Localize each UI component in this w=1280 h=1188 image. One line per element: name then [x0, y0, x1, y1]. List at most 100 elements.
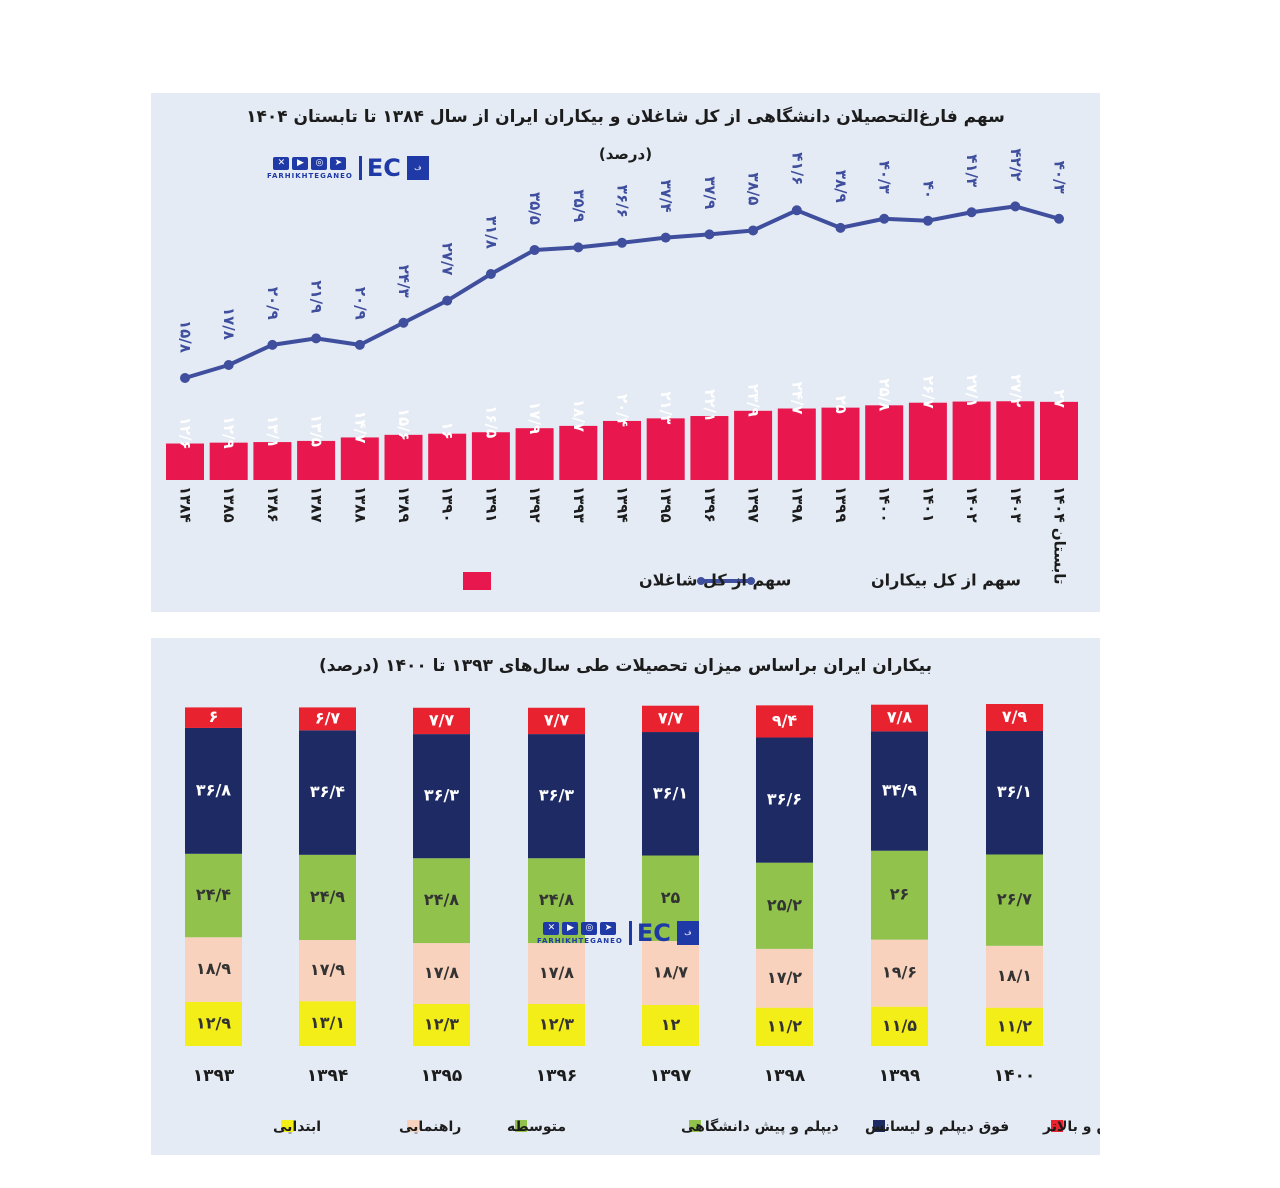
stack-segment: [871, 939, 928, 1007]
bar-employed: [646, 418, 685, 480]
line-point: [1054, 213, 1064, 224]
bar-label: ۲۳/۹: [745, 384, 763, 417]
category-label: ۱۳۸۸: [351, 486, 369, 523]
bar-label: ۲۱/۳: [657, 391, 675, 424]
segment-label: ۲۶: [890, 885, 910, 904]
segment-label: ۱۷/۲: [767, 968, 802, 987]
bar-employed: [471, 432, 510, 480]
segment-label: ۳۶/۴: [310, 782, 345, 801]
segment-label: ۱۷/۹: [310, 960, 345, 979]
x-icon[interactable]: ✕: [273, 156, 290, 170]
stack-segment: [642, 1004, 699, 1046]
instagram-icon[interactable]: ◎: [581, 921, 598, 935]
category-label: ۱۳۹۸: [764, 1066, 806, 1086]
line-label: ۳۷/۹: [701, 176, 719, 209]
stack-segment: [986, 1007, 1043, 1046]
stack-segment: [528, 943, 585, 1004]
telegram-icon[interactable]: ➤: [600, 921, 617, 935]
segment-label: ۳۶/۶: [767, 790, 802, 809]
stack-segment: [185, 727, 242, 854]
line-point: [267, 339, 278, 350]
segment-label: ۷/۸: [887, 708, 913, 727]
category-label: ۱۳۹۲: [526, 486, 544, 523]
bar-employed: [996, 401, 1035, 480]
legend-swatch: [515, 1120, 527, 1132]
segment-label: ۷/۹: [1002, 707, 1028, 726]
stack-segment: [413, 734, 470, 859]
segment-label: ۷/۷: [429, 710, 455, 729]
segment-label: ۱۲: [661, 1015, 681, 1034]
category-label: ۱۳۸۷: [308, 486, 326, 523]
stack-segment: [413, 1003, 470, 1046]
segment-label: ۳۶/۳: [424, 786, 459, 805]
instagram-icon[interactable]: ◎: [311, 156, 328, 170]
line-point: [311, 333, 322, 344]
youtube-icon[interactable]: ▶: [562, 921, 579, 935]
bar-label: ۱۳/۵: [308, 414, 326, 447]
legend-swatch: [407, 1120, 419, 1132]
bar-label: ۱۴/۷: [351, 410, 369, 443]
bar-label: ۲۷/۱: [963, 375, 981, 408]
line-point: [223, 360, 234, 370]
bar-label: ۲۶/۷: [919, 376, 937, 409]
stack-segment: [986, 731, 1043, 855]
stack-segment: [871, 850, 928, 940]
bar-label: ۲۴/۷: [788, 382, 806, 415]
bar-label: ۲۰/۴: [614, 394, 632, 427]
legend-swatch: [873, 1120, 885, 1132]
category-label: ۱۴۰۰: [994, 1066, 1036, 1086]
logo-ec: EC: [358, 156, 401, 180]
segment-label: ۱۸/۱: [997, 966, 1032, 985]
bar-label: ۲۲/۱: [701, 389, 719, 422]
line-label: ۴۰/۳: [1051, 161, 1069, 194]
stack-segment: [871, 704, 928, 732]
category-label: ۱۳۹۷: [650, 1066, 692, 1086]
bar-label: ۱۲/۹: [220, 416, 238, 449]
x-icon[interactable]: ✕: [543, 921, 560, 935]
segment-label: ۲۴/۸: [424, 890, 459, 909]
telegram-icon[interactable]: ➤: [330, 156, 347, 170]
bottom-chart-panel: بیکاران ایران براساس میزان تحصیلات طی سا…: [151, 638, 1100, 1155]
line-point: [529, 244, 540, 255]
bar-employed: [865, 405, 904, 480]
stack-segment: [185, 1001, 242, 1046]
bar-employed: [297, 440, 336, 480]
bar-employed: [428, 433, 467, 480]
logo-site: FARHIKHTEGANEO: [267, 171, 353, 180]
segment-label: ۶: [209, 707, 219, 726]
stack-segment: [299, 939, 356, 1002]
category-label: ۱۳۹۴: [307, 1066, 349, 1086]
line-label: ۴۲/۲: [1007, 148, 1025, 181]
line-label: ۲۴/۳: [395, 265, 413, 298]
line-label: ۳۵/۵: [526, 192, 544, 225]
logo-mark-icon: ف: [406, 156, 429, 180]
category-label: ۱۳۸۹: [395, 486, 413, 523]
bar-employed: [340, 437, 379, 480]
bar-employed: [603, 420, 641, 480]
legend-label: فوق دیپلم و لیسانس: [865, 1119, 1009, 1135]
bar-label: ۱۵/۶: [395, 408, 413, 441]
bottom-chart: ۱۲/۹ ۱۸/۹ ۲۴/۴ ۳۶/۸ ۶ ۱۳۹۳ ۱۳/۱ ۱۷/۹ ۲۴/۹ ۳۶/۴ ۶/۷…: [185, 704, 1100, 1135]
stack-segment: [185, 853, 242, 938]
line-label: ۳۶/۶: [614, 185, 632, 218]
stack-segment: [528, 1003, 585, 1046]
legend-swatch: [281, 1120, 293, 1132]
category-label: ۱۳۹۶: [701, 486, 719, 523]
bar-employed: [384, 434, 423, 480]
segment-label: ۱۱/۲: [767, 1016, 802, 1035]
category-label: ۱۳۹۹: [832, 486, 850, 523]
segment-label: ۱۹/۶: [882, 963, 917, 982]
top-chart: ۱۲/۶ ۱۳۸۴ ۱۲/۹ ۱۳۸۵ ۱۳/۱ ۱۳۸۶ ۱۳/۵ ۱۳۸۷ ۱۴/۷ ۱۳۸۸…: [166, 148, 1078, 590]
legend-line-dot: [697, 577, 705, 585]
logo-ec: EC: [628, 921, 671, 945]
segment-label: ۳۴/۹: [882, 781, 917, 800]
category-label: ۱۳۸۵: [220, 486, 238, 523]
top-chart-panel: سهم فارغ‌التحصیلان دانشگاهی از کل شاغلان…: [151, 93, 1100, 612]
line-point: [704, 229, 715, 240]
line-point: [485, 269, 496, 279]
youtube-icon[interactable]: ▶: [292, 156, 309, 170]
category-label: تابستان ۱۴۰۴: [1051, 486, 1069, 585]
top-chart-subtitle: (درصد): [598, 145, 653, 163]
segment-label: ۱۸/۷: [653, 962, 688, 981]
category-label: ۱۳۹۳: [193, 1066, 235, 1086]
